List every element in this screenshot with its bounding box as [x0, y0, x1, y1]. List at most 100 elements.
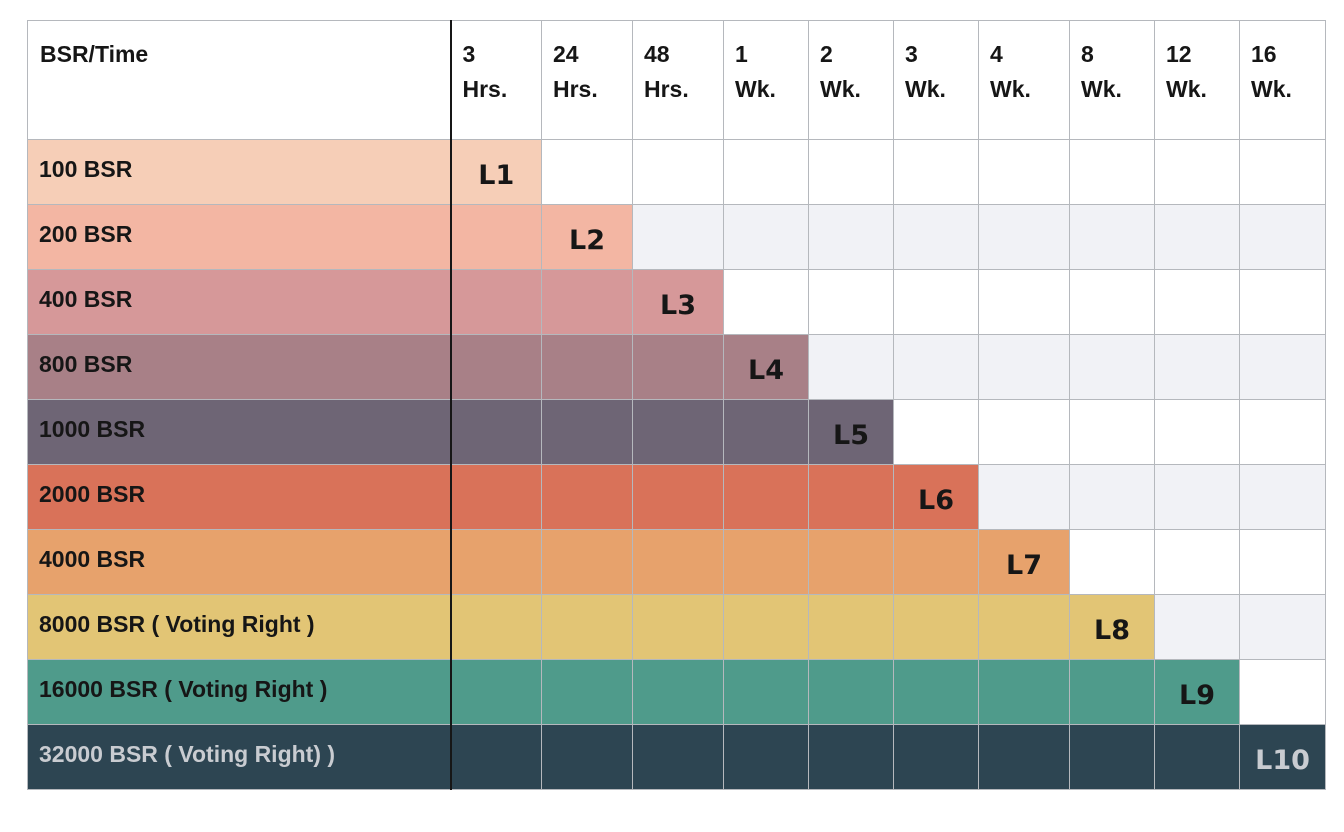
grid-cell [450, 334, 542, 400]
table-row: 100 BSR L1 [27, 139, 1326, 205]
grid-cell [893, 204, 979, 270]
grid-cell [978, 269, 1070, 335]
grid-cell [1069, 334, 1155, 400]
time-header-label: 3 Hrs. [462, 41, 508, 102]
grid-cell [723, 269, 809, 335]
row-label: 2000 BSR [39, 481, 146, 507]
time-header-cell: 48 Hrs. [632, 20, 724, 140]
grid-cell [1239, 464, 1326, 530]
header-row: BSR/Time 3 Hrs. 24 Hrs. 48 Hrs. 1 Wk. 2 Wk. 3 … [27, 20, 1326, 140]
grid-cell [893, 269, 979, 335]
grid-cell [1069, 204, 1155, 270]
grid-cell [1154, 724, 1240, 790]
grid-cell [1154, 269, 1240, 335]
grid-cell [632, 204, 724, 270]
time-header-label: 1 Wk. [735, 41, 776, 102]
grid-cell [893, 529, 979, 595]
table-row: 8000 BSR ( Voting Right ) L8 [27, 594, 1326, 660]
grid-cell [808, 659, 894, 725]
level-label: L2 [569, 225, 605, 256]
grid-cell [1069, 139, 1155, 205]
grid-cell [1154, 594, 1240, 660]
time-header-label: 3 Wk. [905, 41, 946, 102]
level-label: L3 [660, 290, 696, 321]
time-header-label: 16 Wk. [1251, 41, 1292, 102]
grid-cell [1239, 334, 1326, 400]
grid-cell [978, 594, 1070, 660]
grid-cell [893, 594, 979, 660]
grid-cell [632, 464, 724, 530]
table-row: 200 BSR L2 [27, 204, 1326, 270]
table-row: 16000 BSR ( Voting Right ) L9 [27, 659, 1326, 725]
row-label-cell: 400 BSR [27, 269, 452, 335]
level-label: L6 [918, 485, 954, 516]
grid-cell [723, 529, 809, 595]
time-header-cell: 2 Wk. [808, 20, 894, 140]
level-label: L7 [1006, 550, 1042, 581]
grid-cell [723, 399, 809, 465]
grid-cell [1154, 334, 1240, 400]
level-cell: L9 [1154, 659, 1240, 725]
grid-cell [978, 659, 1070, 725]
grid-cell [893, 399, 979, 465]
grid-cell [1069, 529, 1155, 595]
grid-cell [723, 139, 809, 205]
table-row: 2000 BSR L6 [27, 464, 1326, 530]
grid-cell [450, 594, 542, 660]
row-label-cell: 100 BSR [27, 139, 452, 205]
grid-cell [808, 269, 894, 335]
level-cell: L4 [723, 334, 809, 400]
time-header-cell: 24 Hrs. [541, 20, 633, 140]
grid-cell [893, 724, 979, 790]
grid-cell [632, 659, 724, 725]
table-row: 32000 BSR ( Voting Right) ) L10 [27, 724, 1326, 790]
table-row: 400 BSR L3 [27, 269, 1326, 335]
row-label-cell: 4000 BSR [27, 529, 452, 595]
grid-cell [1154, 139, 1240, 205]
grid-cell [808, 139, 894, 205]
grid-cell [808, 529, 894, 595]
grid-cell [450, 529, 542, 595]
grid-cell [1069, 464, 1155, 530]
level-cell: L7 [978, 529, 1070, 595]
grid-cell [541, 659, 633, 725]
time-header-label: 48 Hrs. [644, 41, 689, 102]
grid-cell [978, 139, 1070, 205]
grid-cell [450, 269, 542, 335]
grid-cell [723, 464, 809, 530]
grid-cell [541, 724, 633, 790]
time-header-label: 4 Wk. [990, 41, 1031, 102]
grid-cell [541, 139, 633, 205]
row-label-cell: 800 BSR [27, 334, 452, 400]
grid-cell [632, 594, 724, 660]
time-header-cell: 1 Wk. [723, 20, 809, 140]
time-header-label: 12 Wk. [1166, 41, 1207, 102]
time-header-cell: 3 Wk. [893, 20, 979, 140]
level-cell: L6 [893, 464, 979, 530]
grid-cell [723, 594, 809, 660]
grid-cell [541, 334, 633, 400]
time-header-cell: 12 Wk. [1154, 20, 1240, 140]
level-label: L4 [748, 355, 784, 386]
row-label-cell: 2000 BSR [27, 464, 452, 530]
grid-cell [1239, 529, 1326, 595]
grid-cell [808, 464, 894, 530]
grid-cell [632, 724, 724, 790]
level-cell: L8 [1069, 594, 1155, 660]
grid-cell [893, 334, 979, 400]
grid-cell [450, 659, 542, 725]
grid-cell [808, 204, 894, 270]
row-label: 1000 BSR [39, 416, 146, 442]
grid-cell [1239, 139, 1326, 205]
grid-cell [541, 399, 633, 465]
grid-cell [1069, 399, 1155, 465]
corner-header-cell: BSR/Time [27, 20, 452, 140]
level-cell: L10 [1239, 724, 1326, 790]
row-label-cell: 1000 BSR [27, 399, 452, 465]
grid-cell [450, 464, 542, 530]
grid-cell [723, 659, 809, 725]
grid-cell [808, 594, 894, 660]
row-label: 800 BSR [39, 351, 133, 377]
time-header-label: 24 Hrs. [553, 41, 598, 102]
row-label-cell: 16000 BSR ( Voting Right ) [27, 659, 452, 725]
